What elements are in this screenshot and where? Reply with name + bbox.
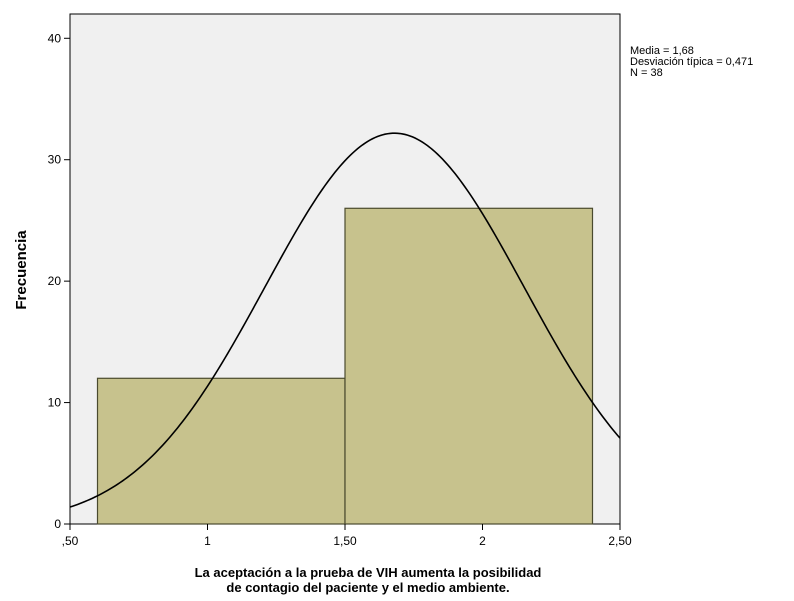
y-tick-label: 20 — [48, 274, 62, 288]
x-axis-label: La aceptación a la prueba de VIH aumenta… — [70, 565, 666, 595]
bars-layer — [96, 207, 594, 525]
histogram-bar — [344, 207, 594, 525]
x-tick-label: ,50 — [62, 534, 79, 548]
y-axis-label: Frecuencia — [13, 230, 30, 310]
stats-legend: Media = 1,68 Desviación típica = 0,471 N… — [630, 46, 753, 79]
stats-sd: Desviación típica = 0,471 — [630, 56, 754, 68]
stats-n: N = 38 — [630, 67, 663, 79]
x-axis-label-line-1: La aceptación a la prueba de VIH aumenta… — [194, 565, 542, 580]
y-tick-label: 30 — [48, 153, 62, 167]
x-axis-label-line-2: de contagio del paciente y el medio ambi… — [226, 580, 510, 595]
x-tick-label: 2 — [479, 534, 486, 548]
y-tick-label: 0 — [54, 517, 61, 531]
x-tick-label: 2,50 — [608, 534, 632, 548]
y-tick-label: 10 — [48, 396, 62, 410]
x-tick-label: 1 — [204, 534, 211, 548]
histogram-bar — [96, 377, 346, 525]
stats-mean: Media = 1,68 — [630, 45, 694, 57]
axes-layer: 0 10 20 30 40 ,50 1 1,50 2 2,50 — [48, 31, 632, 548]
y-tick-label: 40 — [48, 31, 62, 45]
normal-curve — [69, 132, 621, 508]
x-tick-label: 1,50 — [333, 534, 357, 548]
